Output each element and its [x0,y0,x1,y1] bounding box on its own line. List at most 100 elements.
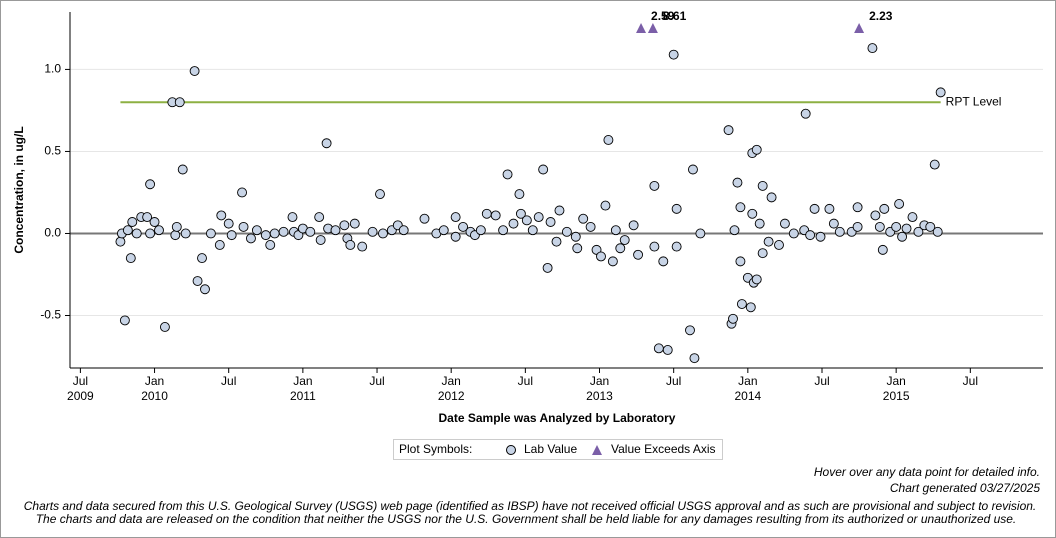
point [533,212,544,223]
point [174,97,185,108]
point [870,210,881,221]
y-tick-label: 0.5 [44,144,61,158]
x-tick-label: Jul [221,374,236,388]
point [527,225,538,236]
point [901,223,912,234]
point [649,241,660,252]
point [200,284,210,295]
point [788,228,799,239]
point [874,221,885,232]
point [251,225,262,236]
point [554,205,565,216]
point [192,276,203,287]
point [751,274,762,285]
x-tick-label: Jul [814,374,829,388]
point [502,169,513,180]
point [572,243,583,254]
exceeds-marker [636,23,647,33]
point [216,210,227,221]
point [649,180,660,191]
point [628,220,639,231]
point [779,218,790,229]
point [907,212,918,223]
point [852,221,863,232]
point [269,228,280,239]
point [265,240,276,250]
point [515,208,526,219]
point [314,212,325,223]
legend-title: Plot Symbols: [399,442,472,456]
point [757,180,768,191]
x-tick-label: Jul [369,374,384,388]
x-tick-label: Jul [73,374,88,388]
point [671,203,682,214]
exceeds-marker [647,23,658,33]
point [877,244,888,255]
point [894,198,905,209]
point [321,138,332,149]
point [339,220,350,231]
exceeds-label: 2.23 [869,9,893,23]
point [367,226,378,237]
point [131,228,142,239]
y-tick-label: 0.0 [44,226,61,240]
point [398,225,409,236]
point [149,217,160,227]
point [180,228,191,239]
point [834,226,845,237]
x-tick-label: Jan [145,374,164,388]
point [450,231,461,242]
point [514,189,525,200]
point [766,192,777,203]
point [757,248,768,259]
point [508,218,519,229]
point [805,230,816,241]
point [545,217,556,227]
point [585,221,596,232]
point [278,226,289,237]
x-tick-label: Jul [518,374,533,388]
point [521,215,532,226]
point [475,225,486,236]
exceeds-marker [854,23,865,33]
point [345,240,356,250]
point [349,218,360,229]
point [142,212,153,223]
point [122,225,133,236]
point [633,249,644,260]
point [662,345,673,355]
point [578,213,589,224]
point [723,125,734,136]
point [205,228,216,239]
y-tick-label: 1.0 [44,62,61,76]
point [935,87,946,98]
disclaimer: Charts and data secured from this U.S. G… [24,499,1037,513]
x-tick-year: 2012 [438,389,465,403]
point [419,213,430,224]
point [610,225,621,236]
point [357,241,368,252]
point [735,256,746,267]
point [490,210,501,221]
point [619,235,630,245]
point [653,343,664,354]
point [607,256,618,267]
point [615,243,626,254]
point [671,241,682,252]
point [197,253,207,264]
point [498,225,509,236]
point [458,221,469,232]
x-tick-year: 2011 [290,389,316,403]
point [238,221,249,232]
point [763,236,774,247]
point [689,353,700,364]
y-axis-label: Concentration, in ug/L [12,126,26,253]
point [732,177,743,188]
point [603,135,614,145]
x-tick-year: 2013 [586,389,613,403]
point [159,322,170,332]
point [913,226,924,237]
point [570,231,581,242]
x-tick-year: 2015 [883,389,910,403]
exceeds-label: 2.59 [651,9,675,23]
